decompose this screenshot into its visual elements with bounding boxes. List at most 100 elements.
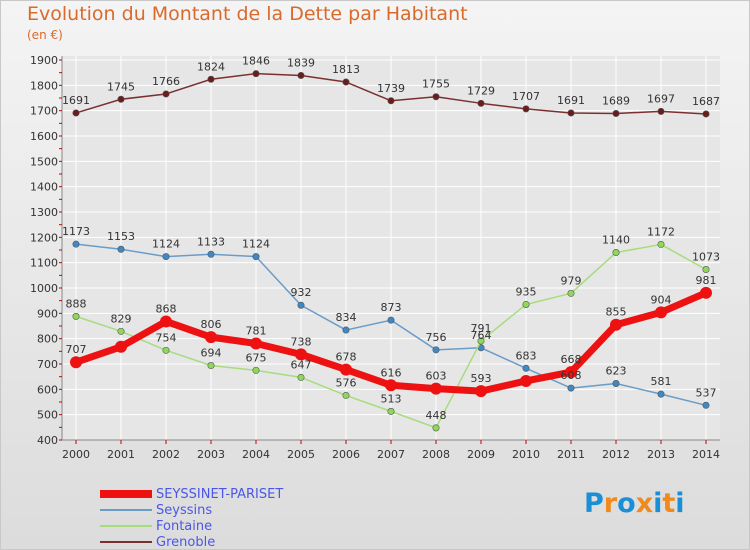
data-point-fontaine	[117, 327, 125, 335]
data-label-fontaine: 979	[561, 274, 582, 287]
data-label-grenoble: 1687	[692, 95, 720, 108]
chart-title: Evolution du Montant de la Dette par Hab…	[27, 3, 468, 25]
data-label-seyssins: 581	[651, 375, 672, 388]
data-label-seyssinet-pariset: 668	[561, 353, 582, 366]
data-label-seyssinet-pariset: 868	[156, 302, 177, 315]
legend-label: SEYSSINET-PARISET	[156, 486, 284, 502]
data-point-seyssinet-pariset	[565, 366, 577, 379]
data-point-fontaine	[342, 391, 350, 399]
data-point-grenoble	[342, 78, 350, 86]
logo-letter: r	[603, 488, 618, 519]
y-tick-label: 800	[37, 333, 58, 346]
y-tick-label: 600	[37, 383, 58, 396]
data-point-seyssins	[567, 384, 575, 392]
data-point-fontaine	[72, 312, 80, 320]
data-point-fontaine	[702, 266, 710, 274]
data-point-fontaine	[297, 373, 305, 381]
data-label-seyssinet-pariset: 738	[291, 335, 312, 348]
data-point-grenoble	[252, 70, 260, 78]
legend-label: Fontaine	[156, 518, 213, 534]
x-tick-label: 2004	[242, 448, 270, 461]
legend-label: Seyssins	[156, 502, 213, 518]
data-label-fontaine: 694	[201, 347, 222, 360]
data-point-fontaine	[657, 240, 665, 248]
data-point-seyssinet-pariset	[385, 379, 397, 392]
data-point-seyssinet-pariset	[340, 363, 352, 376]
data-point-fontaine	[432, 424, 440, 432]
data-label-fontaine: 576	[336, 376, 357, 389]
data-label-grenoble: 1691	[557, 94, 585, 107]
data-point-seyssinet-pariset	[250, 337, 262, 350]
data-point-seyssinet-pariset	[520, 374, 532, 387]
data-label-grenoble: 1729	[467, 84, 495, 97]
data-point-seyssinet-pariset	[655, 306, 667, 319]
data-point-grenoble	[612, 109, 620, 117]
data-label-seyssins: 608	[561, 369, 582, 382]
y-tick-label: 500	[37, 409, 58, 422]
data-label-seyssinet-pariset: 855	[606, 306, 627, 319]
data-point-fontaine	[387, 407, 395, 415]
y-tick-label: 1600	[30, 130, 58, 143]
data-point-seyssins	[342, 326, 350, 334]
data-point-seyssins	[297, 301, 305, 309]
data-point-seyssins	[387, 316, 395, 324]
data-label-seyssins: 1153	[107, 230, 135, 243]
data-point-seyssinet-pariset	[475, 385, 487, 398]
data-point-seyssins	[657, 390, 665, 398]
y-tick-label: 1400	[30, 181, 58, 194]
data-label-grenoble: 1766	[152, 75, 180, 88]
legend-item-grenoble: Grenoble	[100, 534, 283, 550]
data-point-grenoble	[117, 95, 125, 103]
x-tick-label: 2007	[377, 448, 405, 461]
data-label-grenoble: 1755	[422, 78, 450, 91]
data-point-seyssins	[702, 401, 710, 409]
x-tick-label: 2010	[512, 448, 540, 461]
data-label-grenoble: 1691	[62, 94, 90, 107]
data-label-fontaine: 888	[66, 297, 87, 310]
y-tick-label: 1800	[30, 79, 58, 92]
data-label-seyssinet-pariset: 904	[651, 293, 672, 306]
data-point-grenoble	[207, 75, 215, 83]
x-tick-label: 2000	[62, 448, 90, 461]
data-point-fontaine	[252, 366, 260, 374]
data-label-fontaine: 791	[471, 322, 492, 335]
data-label-seyssins: 873	[381, 301, 402, 314]
data-point-grenoble	[387, 97, 395, 105]
data-point-seyssins	[522, 364, 530, 372]
x-tick-label: 2009	[467, 448, 495, 461]
y-tick-label: 400	[37, 434, 58, 447]
data-point-grenoble	[477, 99, 485, 107]
legend: SEYSSINET-PARISET Seyssins Fontaine Grenobl…	[100, 486, 283, 550]
data-point-fontaine	[522, 300, 530, 308]
y-tick-label: 1000	[30, 282, 58, 295]
x-tick-label: 2002	[152, 448, 180, 461]
data-label-grenoble: 1846	[242, 55, 270, 68]
data-label-fontaine: 935	[516, 285, 537, 298]
data-label-seyssins: 537	[696, 386, 717, 399]
data-label-grenoble: 1839	[287, 56, 315, 69]
data-label-fontaine: 448	[426, 409, 447, 422]
data-label-fontaine: 513	[381, 392, 402, 405]
data-label-seyssins: 1133	[197, 235, 225, 248]
data-point-seyssinet-pariset	[430, 382, 442, 395]
data-point-grenoble	[162, 90, 170, 98]
data-point-grenoble	[657, 107, 665, 115]
data-label-seyssins: 1124	[152, 238, 180, 251]
data-label-grenoble: 1707	[512, 90, 540, 103]
data-point-seyssinet-pariset	[205, 331, 217, 344]
data-point-seyssinet-pariset	[295, 348, 307, 361]
data-point-grenoble	[567, 109, 575, 117]
x-tick-label: 2005	[287, 448, 315, 461]
x-tick-label: 2014	[692, 448, 720, 461]
data-point-grenoble	[432, 93, 440, 101]
logo-letter: o	[617, 488, 636, 519]
x-tick-label: 2001	[107, 448, 135, 461]
data-point-fontaine	[162, 346, 170, 354]
data-point-grenoble	[702, 110, 710, 118]
data-label-seyssinet-pariset: 806	[201, 318, 222, 331]
data-label-seyssins: 756	[426, 331, 447, 344]
x-tick-label: 2008	[422, 448, 450, 461]
data-label-seyssins: 932	[291, 286, 312, 299]
data-label-seyssins: 834	[336, 311, 357, 324]
